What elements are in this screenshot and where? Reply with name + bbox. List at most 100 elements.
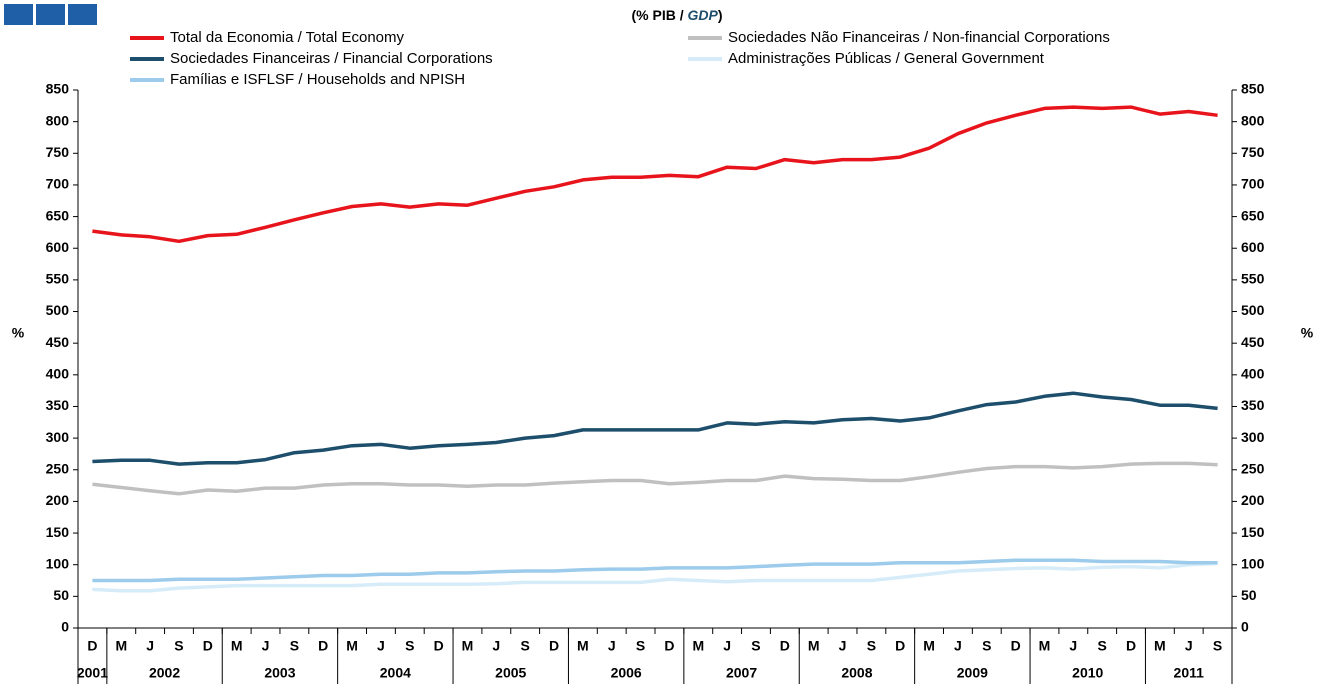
y2-tick-label: 0 — [1241, 619, 1249, 635]
year-label: 2002 — [149, 665, 180, 681]
x-tick-label: S — [751, 638, 760, 654]
y-tick-label: 100 — [46, 555, 70, 571]
x-tick-label: M — [1039, 638, 1051, 654]
x-tick-label: M — [923, 638, 935, 654]
legend-label: Total da Economia / Total Economy — [170, 29, 405, 46]
y-tick-label: 750 — [46, 144, 70, 160]
x-tick-label: S — [636, 638, 645, 654]
x-tick-label: J — [954, 638, 962, 654]
year-label: 2004 — [380, 665, 411, 681]
x-tick-label: M — [231, 638, 243, 654]
y2-tick-label: 150 — [1241, 524, 1265, 540]
y-tick-label: 350 — [46, 397, 70, 413]
year-label: 2003 — [264, 665, 295, 681]
x-tick-label: S — [982, 638, 991, 654]
x-tick-label: S — [405, 638, 414, 654]
x-tick-label: J — [723, 638, 731, 654]
y2-tick-label: 200 — [1241, 492, 1265, 508]
logo-block — [68, 4, 97, 25]
series-line — [92, 391, 1218, 466]
y-tick-label: 250 — [46, 460, 70, 476]
y-tick-label: 200 — [46, 492, 70, 508]
x-tick-label: D — [1126, 638, 1136, 654]
y-tick-label: 800 — [46, 112, 70, 128]
x-tick-label: M — [808, 638, 820, 654]
x-tick-label: M — [692, 638, 704, 654]
x-tick-label: M — [462, 638, 474, 654]
y-axis-label: % — [12, 325, 25, 341]
y2-tick-label: 350 — [1241, 397, 1265, 413]
x-tick-label: M — [346, 638, 358, 654]
y2-tick-label: 400 — [1241, 366, 1265, 382]
x-tick-label: M — [115, 638, 127, 654]
y2-tick-label: 50 — [1241, 587, 1257, 603]
year-label: 2006 — [611, 665, 642, 681]
x-tick-label: J — [492, 638, 500, 654]
x-tick-label: S — [290, 638, 299, 654]
y2-tick-label: 650 — [1241, 207, 1265, 223]
x-tick-label: D — [549, 638, 559, 654]
logo-block — [4, 4, 33, 25]
x-tick-label: D — [434, 638, 444, 654]
x-tick-label: S — [1213, 638, 1222, 654]
chart-title: (% PIB / GDP) — [631, 7, 722, 23]
x-tick-label: J — [1185, 638, 1193, 654]
legend-label: Famílias e ISFLSF / Households and NPISH — [170, 71, 465, 88]
x-tick-label: D — [203, 638, 213, 654]
x-tick-label: D — [87, 638, 97, 654]
x-tick-label: J — [608, 638, 616, 654]
x-tick-label: J — [1069, 638, 1077, 654]
year-label: 2011 — [1174, 665, 1205, 681]
x-tick-label: J — [839, 638, 847, 654]
year-label: 2005 — [495, 665, 526, 681]
y2-tick-label: 700 — [1241, 176, 1265, 192]
y-tick-label: 150 — [46, 524, 70, 540]
x-tick-label: J — [146, 638, 154, 654]
y-tick-label: 0 — [61, 619, 69, 635]
x-tick-label: M — [1154, 638, 1166, 654]
y2-tick-label: 800 — [1241, 112, 1265, 128]
y2-tick-label: 450 — [1241, 334, 1265, 350]
y-tick-label: 400 — [46, 366, 70, 382]
year-label: 2008 — [841, 665, 872, 681]
x-tick-label: D — [1011, 638, 1021, 654]
x-tick-label: M — [577, 638, 589, 654]
series-line — [92, 561, 1218, 593]
y2-tick-label: 550 — [1241, 271, 1265, 287]
x-tick-label: J — [377, 638, 385, 654]
x-tick-label: D — [664, 638, 674, 654]
logo-block — [36, 4, 65, 25]
y-tick-label: 650 — [46, 207, 70, 223]
y2-tick-label: 600 — [1241, 239, 1265, 255]
y-tick-label: 300 — [46, 429, 70, 445]
legend-label: Sociedades Financeiras / Financial Corpo… — [170, 50, 493, 67]
series-line — [92, 105, 1218, 244]
y2-tick-label: 500 — [1241, 302, 1265, 318]
y2-tick-label: 850 — [1241, 81, 1265, 97]
x-tick-label: J — [262, 638, 270, 654]
x-tick-label: D — [780, 638, 790, 654]
y-tick-label: 450 — [46, 334, 70, 350]
y2-tick-label: 100 — [1241, 555, 1265, 571]
x-tick-label: S — [1098, 638, 1107, 654]
y-tick-label: 700 — [46, 176, 70, 192]
year-label: 2007 — [726, 665, 757, 681]
y-tick-label: 600 — [46, 239, 70, 255]
y-tick-label: 500 — [46, 302, 70, 318]
x-tick-label: D — [895, 638, 905, 654]
series-line — [92, 461, 1218, 496]
year-label: 2001 — [77, 665, 108, 681]
year-label: 2009 — [957, 665, 988, 681]
y-tick-label: 50 — [53, 587, 69, 603]
title-part: GDP — [688, 7, 719, 23]
y2-axis-label: % — [1301, 325, 1314, 341]
y2-tick-label: 300 — [1241, 429, 1265, 445]
x-tick-label: S — [174, 638, 183, 654]
y2-tick-label: 750 — [1241, 144, 1265, 160]
legend-label: Administrações Públicas / General Govern… — [728, 50, 1045, 67]
x-tick-label: S — [521, 638, 530, 654]
y2-tick-label: 250 — [1241, 460, 1265, 476]
x-tick-label: D — [318, 638, 328, 654]
title-part: (% PIB / — [631, 7, 687, 23]
